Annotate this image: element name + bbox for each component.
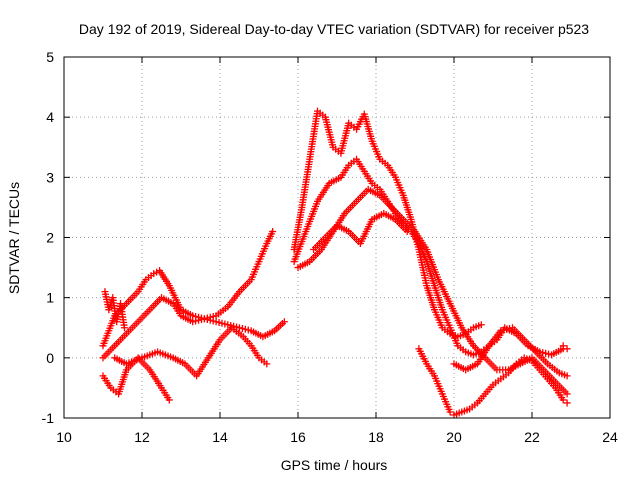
- data-point: [563, 345, 571, 353]
- y-tick-label: 0: [46, 350, 54, 366]
- data-point: [269, 227, 277, 235]
- y-tick-label: 5: [46, 49, 54, 65]
- data-point: [120, 324, 128, 332]
- y-tick-label: -1: [42, 410, 55, 426]
- plot-frame: [63, 56, 611, 419]
- data-point: [563, 399, 571, 407]
- y-tick-label: 2: [46, 230, 54, 246]
- chart-title: Day 192 of 2019, Sidereal Day-to-day VTE…: [79, 21, 589, 37]
- x-tick-label: 18: [368, 429, 384, 445]
- data-point: [280, 318, 288, 326]
- data-point: [563, 390, 571, 398]
- x-tick-label: 24: [602, 429, 618, 445]
- x-tick-label: 22: [524, 429, 540, 445]
- x-tick-label: 14: [212, 429, 228, 445]
- data-point: [563, 372, 571, 380]
- data-point: [446, 408, 454, 416]
- data-point: [477, 321, 485, 329]
- data-points: [99, 107, 571, 419]
- grid: [64, 57, 610, 418]
- data-point: [559, 342, 567, 350]
- data-point: [559, 396, 567, 404]
- x-tick-label: 16: [290, 429, 306, 445]
- y-tick-label: 4: [46, 109, 54, 125]
- y-axis-label: SDTVAR / TECUs: [6, 182, 22, 294]
- y-tick-label: 1: [46, 290, 54, 306]
- x-tick-label: 10: [56, 429, 72, 445]
- x-axis-label: GPS time / hours: [281, 457, 388, 473]
- y-tick-label: 3: [46, 169, 54, 185]
- data-point: [263, 360, 271, 368]
- data-point: [403, 227, 411, 235]
- data-point: [165, 396, 173, 404]
- x-tick-label: 12: [134, 429, 150, 445]
- x-tick-label: 20: [446, 429, 462, 445]
